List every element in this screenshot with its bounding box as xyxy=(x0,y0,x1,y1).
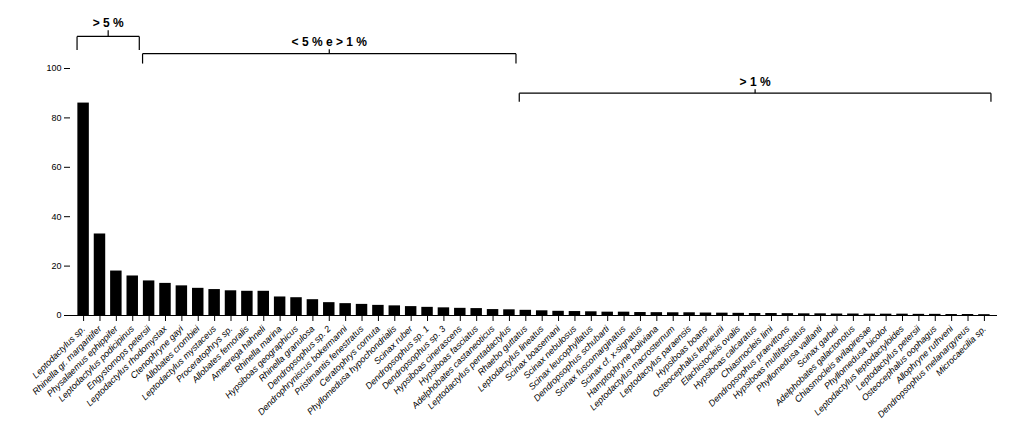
svg-text:Ctenophryne gayi: Ctenophryne gayi xyxy=(128,323,186,381)
svg-text:Ameerega hahneli: Ameerega hahneli xyxy=(208,323,268,383)
svg-text:Phyllomedusa bicolor: Phyllomedusa bicolor xyxy=(822,323,890,392)
svg-text:Leptodactylus podicipinus: Leptodactylus podicipinus xyxy=(56,323,137,404)
svg-text:Hypsiboas boans: Hypsiboas boans xyxy=(653,323,710,380)
svg-text:Rhaebo guttatus: Rhaebo guttatus xyxy=(475,323,530,378)
svg-text:Scinax cf. x-signatus: Scinax cf. x-signatus xyxy=(578,323,644,390)
svg-text:Leptodactylus macrosternum: Leptodactylus macrosternum xyxy=(587,323,677,413)
svg-text:Phyllomedusa vaillanti: Phyllomedusa vaillanti xyxy=(754,323,825,394)
svg-text:> 5 %: > 5 % xyxy=(93,16,124,30)
svg-text:Chiasmocleis limi: Chiasmocleis limi xyxy=(718,323,775,380)
svg-text:Leptodactylus petersii: Leptodactylus petersii xyxy=(853,323,923,393)
svg-text:< 5 % e > 1 %: < 5 % e > 1 % xyxy=(292,35,368,49)
svg-text:Hypsiboas fasciatus: Hypsiboas fasciatus xyxy=(416,323,481,388)
svg-text:> 1 %: > 1 % xyxy=(740,75,771,89)
svg-text:Hamptophryne boliviana: Hamptophryne boliviana xyxy=(584,323,661,400)
svg-text:Dendropsophus melanargyreus: Dendropsophus melanargyreus xyxy=(876,323,972,419)
svg-text:0: 0 xyxy=(56,310,61,320)
svg-text:Proceratophrys sp.: Proceratophrys sp. xyxy=(174,323,235,385)
svg-text:Scinax leucophyllatus: Scinax leucophyllatus xyxy=(526,323,595,392)
svg-text:Rhinella granulosa: Rhinella granulosa xyxy=(256,323,317,384)
svg-text:Hypsiboas calcaratus: Hypsiboas calcaratus xyxy=(691,323,759,392)
svg-text:Leptodactylus paraensis: Leptodactylus paraensis xyxy=(617,323,693,400)
svg-text:Hypsiboas multifasciatus: Hypsiboas multifasciatus xyxy=(730,323,808,401)
svg-text:Leptodactylus leptodactyloides: Leptodactylus leptodactyloides xyxy=(812,323,906,418)
svg-text:Microcaecilia sp.: Microcaecilia sp. xyxy=(934,324,988,378)
svg-text:Allobates femoralis: Allobates femoralis xyxy=(190,323,251,385)
svg-text:Hypsiboas cinerascens: Hypsiboas cinerascens xyxy=(391,323,464,397)
svg-text:Leptodactylus lineatus: Leptodactylus lineatus xyxy=(475,323,546,394)
svg-text:Dendrophryniscus bokermanni: Dendrophryniscus bokermanni xyxy=(255,323,350,418)
svg-text:Rhinella gr. margaritifer: Rhinella gr. margaritifer xyxy=(30,323,104,397)
svg-text:Scinax nebulosus: Scinax nebulosus xyxy=(521,323,579,381)
svg-text:Leptodactylus pentadactylus: Leptodactylus pentadactylus xyxy=(425,323,513,412)
svg-text:Scinax boasemani: Scinax boasemani xyxy=(502,323,562,383)
svg-text:Dendropsophus schubarti: Dendropsophus schubarti xyxy=(531,323,612,404)
svg-text:Dendropsophus sp. 1: Dendropsophus sp. 1 xyxy=(363,323,431,392)
svg-text:Scinax fuscomarginatus: Scinax fuscomarginatus xyxy=(552,323,628,399)
svg-text:Osteocephalus oophagus: Osteocephalus oophagus xyxy=(859,323,939,403)
svg-text:100: 100 xyxy=(46,63,61,73)
svg-text:Rhinella marina: Rhinella marina xyxy=(232,323,284,375)
svg-text:60: 60 xyxy=(51,162,61,172)
svg-text:Scinax ruber: Scinax ruber xyxy=(371,323,415,367)
svg-text:Adelphobates galactonotus: Adelphobates galactonotus xyxy=(773,323,857,408)
svg-text:Dendropsophus praevittons: Dendropsophus praevittons xyxy=(706,323,792,409)
svg-text:Ceratophrys cornuta: Ceratophrys cornuta xyxy=(317,323,382,389)
svg-text:Leptodactylus sp.: Leptodactylus sp. xyxy=(30,323,88,381)
svg-text:Dendropsophus sp. 2: Dendropsophus sp. 2 xyxy=(265,323,333,392)
svg-text:80: 80 xyxy=(51,113,61,123)
svg-text:Scinax garbei: Scinax garbei xyxy=(794,323,841,370)
svg-text:Osteocephalus leprieurii: Osteocephalus leprieurii xyxy=(650,323,726,400)
svg-text:Hypsiboas geographicus: Hypsiboas geographicus xyxy=(223,323,300,401)
svg-text:Phyllomedusa hypochondrialis: Phyllomedusa hypochondrialis xyxy=(305,323,399,417)
svg-text:Engystomops petersii: Engystomops petersii xyxy=(85,323,154,392)
svg-text:Elachistocleis ovalis: Elachistocleis ovalis xyxy=(678,323,743,388)
svg-text:Adelphobates castaneoticus: Adelphobates castaneoticus xyxy=(409,323,497,411)
svg-text:Pristimantis fenestratus: Pristimantis fenestratus xyxy=(292,323,366,397)
svg-text:Dendropsophus sp. 3: Dendropsophus sp. 3 xyxy=(379,323,448,392)
svg-text:Physalaemus ephippifer: Physalaemus ephippifer xyxy=(44,323,120,399)
svg-text:Allophryne ruthveni: Allophryne ruthveni xyxy=(893,323,956,386)
svg-text:Leptodactylus rhodomystax: Leptodactylus rhodomystax xyxy=(84,323,169,409)
svg-text:40: 40 xyxy=(51,212,61,222)
svg-text:Chiasmocleis avilapiresae: Chiasmocleis avilapiresae xyxy=(792,323,874,405)
svg-text:Leptodactylus mystaceus: Leptodactylus mystaceus xyxy=(139,323,219,403)
svg-text:Allobates crombiei: Allobates crombiei xyxy=(142,323,202,383)
svg-text:20: 20 xyxy=(51,261,61,271)
